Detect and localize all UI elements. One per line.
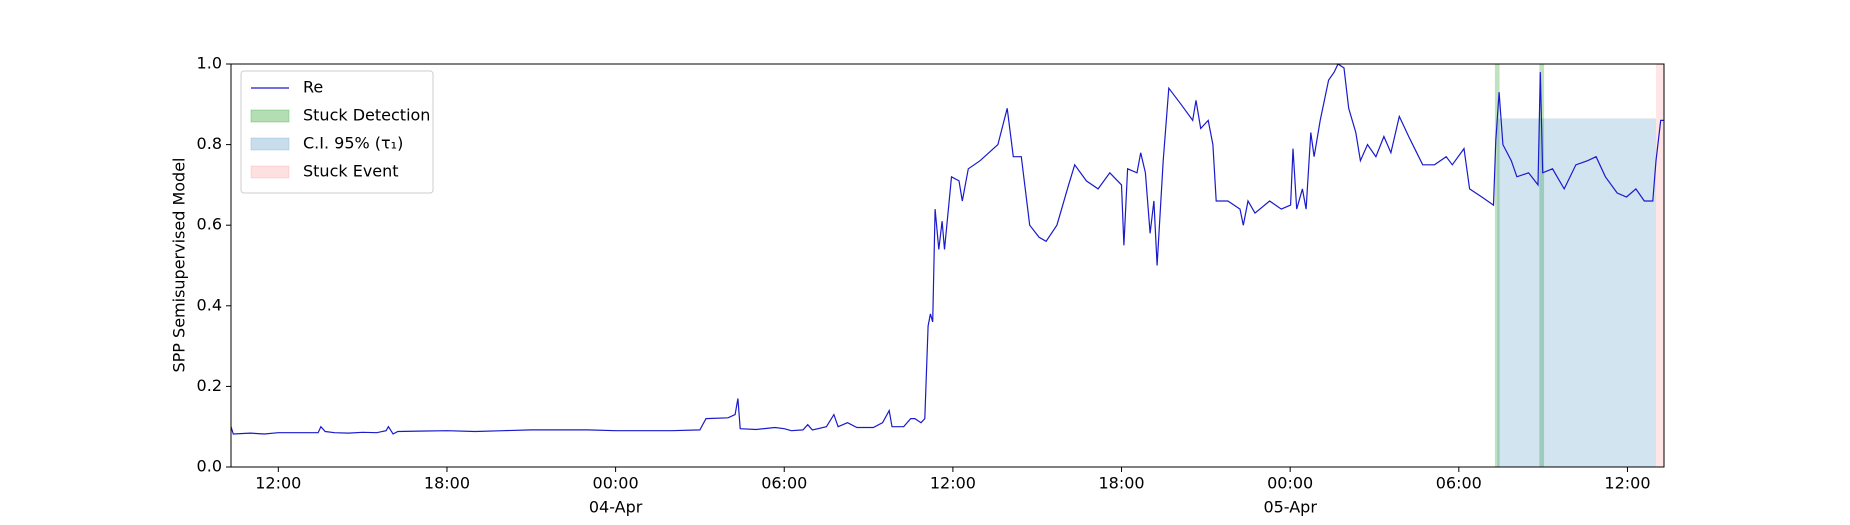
legend-patch xyxy=(250,137,290,151)
y-tick-label: 0.8 xyxy=(197,134,222,153)
y-tick-label: 0.2 xyxy=(197,376,222,395)
x-tick-label: 00:00 xyxy=(593,474,639,493)
x-tick-label: 06:00 xyxy=(1436,474,1482,493)
legend-frame xyxy=(240,70,434,194)
legend-patch xyxy=(250,165,290,179)
plot-frame xyxy=(230,63,1665,468)
y-tick-label: 0.6 xyxy=(197,215,222,234)
legend-label: C.I. 95% (τ₁) xyxy=(303,134,403,153)
y-axis-label: SPP Semisupervised Model xyxy=(170,158,189,373)
span xyxy=(1497,118,1657,467)
x-tick-label: 04-Apr xyxy=(589,498,643,517)
legend-label: Stuck Event xyxy=(303,162,399,181)
y-tick-label: 0.4 xyxy=(197,295,222,314)
x-tick-label: 1900 xyxy=(595,522,636,525)
legend-label: Stuck Detection xyxy=(303,106,430,125)
x-tick-label: 18:00 xyxy=(424,474,470,493)
x-tick-label: 06:00 xyxy=(761,474,807,493)
x-tick-label: 00:00 xyxy=(1267,474,1313,493)
line xyxy=(230,63,1664,435)
x-tick-label: 12:00 xyxy=(1604,474,1650,493)
x-tick-label: 12:00 xyxy=(255,474,301,493)
y-tick-label: 1.0 xyxy=(197,54,222,73)
span xyxy=(1494,64,1500,467)
x-tick-label: 05-Apr xyxy=(1263,498,1317,517)
span xyxy=(1539,64,1545,467)
legend-label: Re xyxy=(303,78,323,97)
legend-patch xyxy=(250,109,290,123)
x-tick-label: 18:00 xyxy=(1098,474,1144,493)
y-tick-label: 0.0 xyxy=(197,457,222,476)
span xyxy=(1656,64,1664,467)
x-tick-label: 12:00 xyxy=(930,474,976,493)
